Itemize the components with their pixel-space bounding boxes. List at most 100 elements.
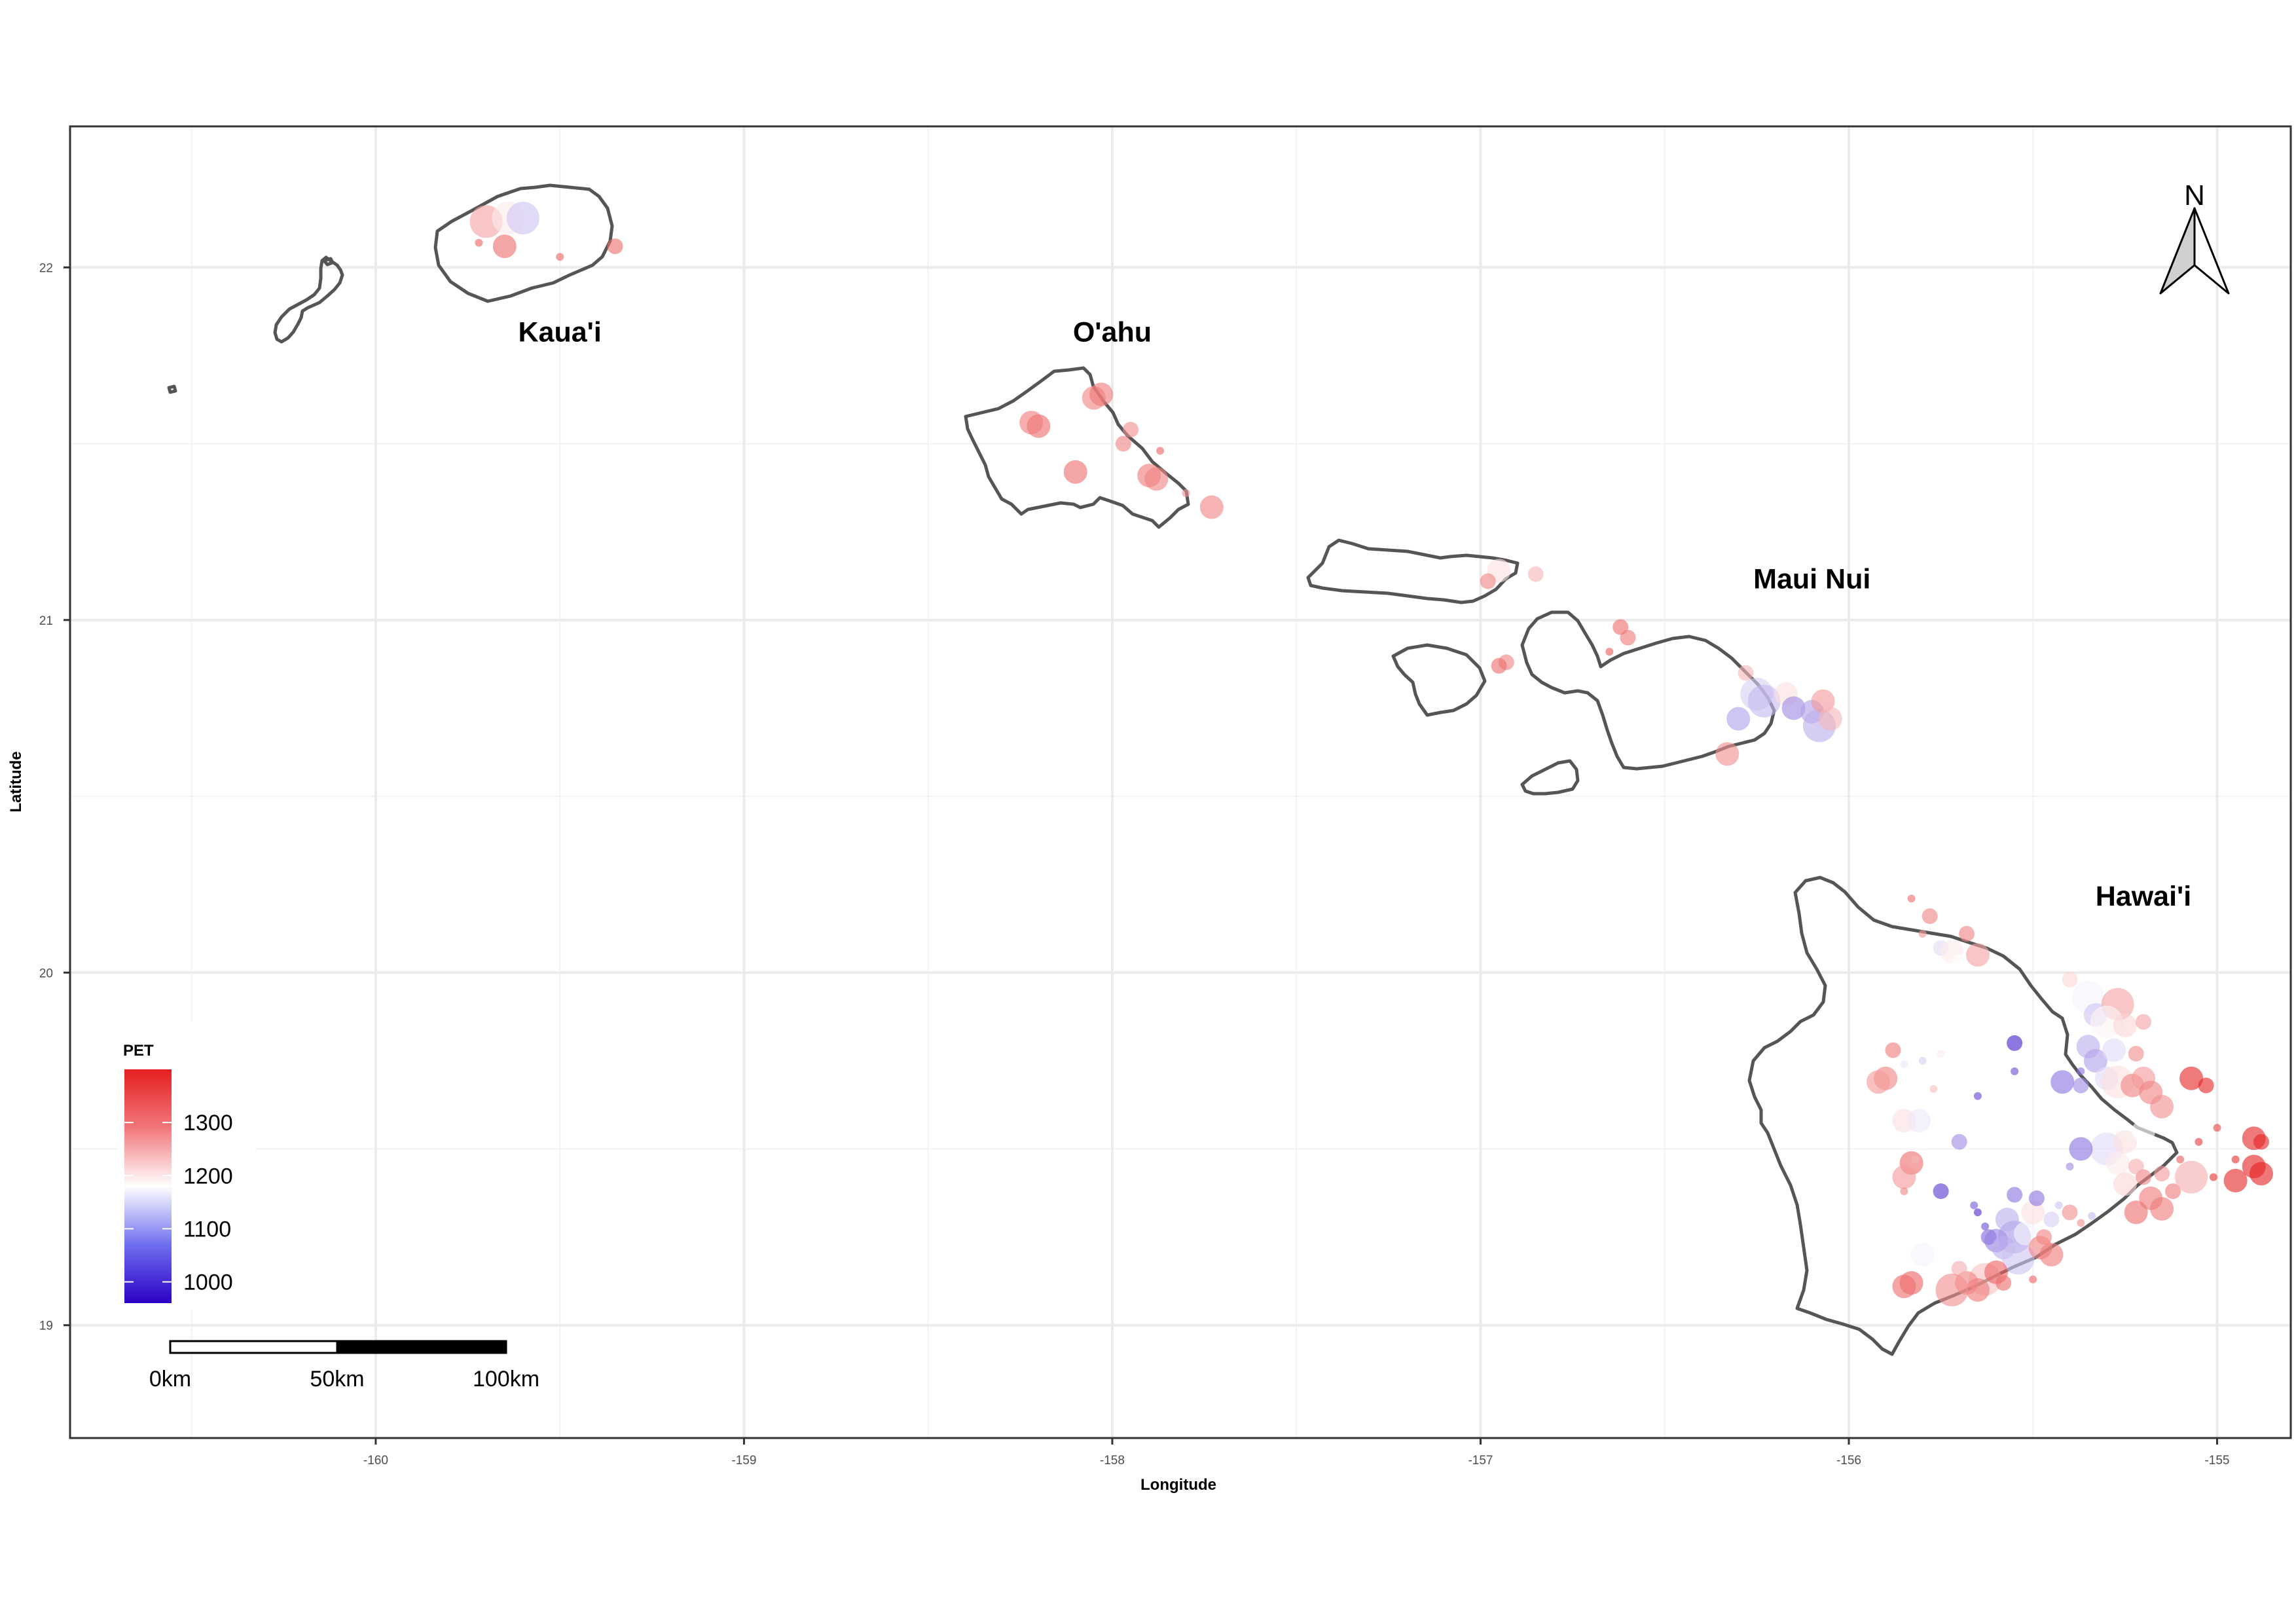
pet-point [2213, 1124, 2221, 1132]
pet-point [2036, 1229, 2052, 1246]
pet-point [2014, 1221, 2037, 1246]
kaula-outline [167, 384, 177, 394]
legend-colorbar [124, 1069, 172, 1303]
pet-point [607, 238, 623, 255]
island-labels: Kaua'i O'ahu Maui Nui Hawai'i [518, 316, 2191, 912]
y-axis-title: Latitude [7, 751, 25, 812]
minor-grid-lines [70, 126, 2291, 1438]
molokai-outline [1306, 538, 1520, 604]
scale-bar-white-segment [169, 1340, 338, 1354]
pet-point [506, 202, 539, 234]
pet-point [1933, 1183, 1949, 1200]
pet-point [2223, 1168, 2248, 1192]
pet-point [1918, 930, 1927, 938]
pet-point [1156, 447, 1165, 455]
pet-point [475, 238, 483, 247]
north-label: N [2184, 179, 2205, 212]
pet-point [2128, 1158, 2144, 1175]
pet-point [2083, 1048, 2107, 1073]
pet-point [1918, 1056, 1927, 1065]
pet-point [1922, 908, 1938, 925]
y-tick-label: 22 [39, 261, 53, 275]
pet-point [2253, 1134, 2269, 1150]
pet-point [1907, 895, 1916, 903]
pet-point [2073, 1077, 2089, 1094]
pet-point [2105, 1151, 2130, 1175]
pet-point [2113, 1014, 2137, 1037]
y-tick-label: 19 [39, 1320, 53, 1333]
x-axis-ticks: -160 -159 -158 -157 -156 -155 [363, 1438, 2230, 1467]
pet-point [1973, 1092, 1982, 1100]
pet-point [2066, 1162, 2074, 1171]
pet-point [1935, 1273, 1969, 1306]
pet-point [1937, 1050, 1945, 1058]
pet-point [2007, 1187, 2023, 1203]
pet-point [1911, 1155, 1920, 1164]
legend-label: 1000 [183, 1270, 233, 1295]
pet-point [2039, 1243, 2064, 1266]
pet-point [2028, 1190, 2045, 1206]
island-label: Maui Nui [1753, 563, 1870, 595]
y-tick-label: 20 [39, 967, 53, 980]
x-tick-label: -160 [363, 1454, 388, 1467]
panel-border [69, 125, 2292, 1439]
pet-point [1918, 1141, 1927, 1150]
pet-point [2209, 1173, 2217, 1181]
pet-point-layer [469, 202, 2273, 1306]
pet-point [1747, 684, 1781, 718]
pet-point [1959, 926, 1975, 942]
island-label: Kaua'i [518, 316, 601, 348]
pet-point [2136, 1014, 2151, 1030]
pet-point [2195, 1137, 2203, 1146]
pet-point [1929, 1084, 1938, 1093]
north-arrow: N [2159, 179, 2230, 295]
pet-point [1019, 411, 1044, 435]
x-tick-label: -157 [1468, 1454, 1493, 1467]
legend-label: 1100 [183, 1217, 231, 1242]
pet-point [2021, 1200, 2045, 1225]
pet-point [1527, 566, 1544, 582]
pet-point [1811, 689, 1835, 713]
pet-point [1900, 1187, 1908, 1196]
pet-point [1922, 1218, 1938, 1234]
pet-point [1123, 422, 1139, 438]
island-label: O'ahu [1073, 316, 1152, 348]
pet-point [1995, 1275, 2012, 1291]
pet-point [2150, 1094, 2174, 1118]
x-tick-label: -156 [1836, 1454, 1861, 1467]
pet-point [1951, 1134, 1967, 1150]
pet-point [1867, 1070, 1890, 1094]
lanai-outline [1391, 643, 1487, 717]
pet-point [1900, 1060, 1908, 1069]
pet-point [1818, 707, 1842, 731]
pet-point [2150, 1197, 2174, 1221]
pet-point [1620, 629, 1636, 646]
pet-point [1981, 1222, 1990, 1230]
pet-point [1995, 1208, 2019, 1232]
pet-legend: PET 1300 1200 1100 1000 [118, 1022, 255, 1310]
pet-point [2250, 1162, 2273, 1186]
niihau-outline [273, 255, 344, 344]
pet-point [2062, 1204, 2078, 1221]
pet-point [1738, 665, 1754, 681]
pet-point [492, 234, 517, 259]
pet-point [1089, 382, 1114, 407]
pet-point [1910, 1243, 1935, 1266]
pet-point [2102, 1038, 2126, 1062]
pet-point [1970, 1201, 1978, 1209]
pet-point [2069, 1137, 2093, 1161]
pet-point [1182, 489, 1190, 497]
pet-point [1973, 1208, 1982, 1217]
kauai-outline [433, 183, 614, 303]
pet-point [2054, 1201, 2063, 1209]
pet-point [2132, 1119, 2155, 1143]
legend-label: 1300 [183, 1111, 233, 1135]
pet-point [1906, 1109, 1931, 1133]
scale-label-0km: 0km [149, 1367, 191, 1392]
kahoolawe-outline [1520, 759, 1580, 796]
pet-point [2198, 1077, 2214, 1094]
pet-point [2001, 1242, 2035, 1275]
pet-point [1144, 467, 1169, 491]
pet-point [2113, 1172, 2137, 1196]
pet-point [1715, 742, 1740, 766]
